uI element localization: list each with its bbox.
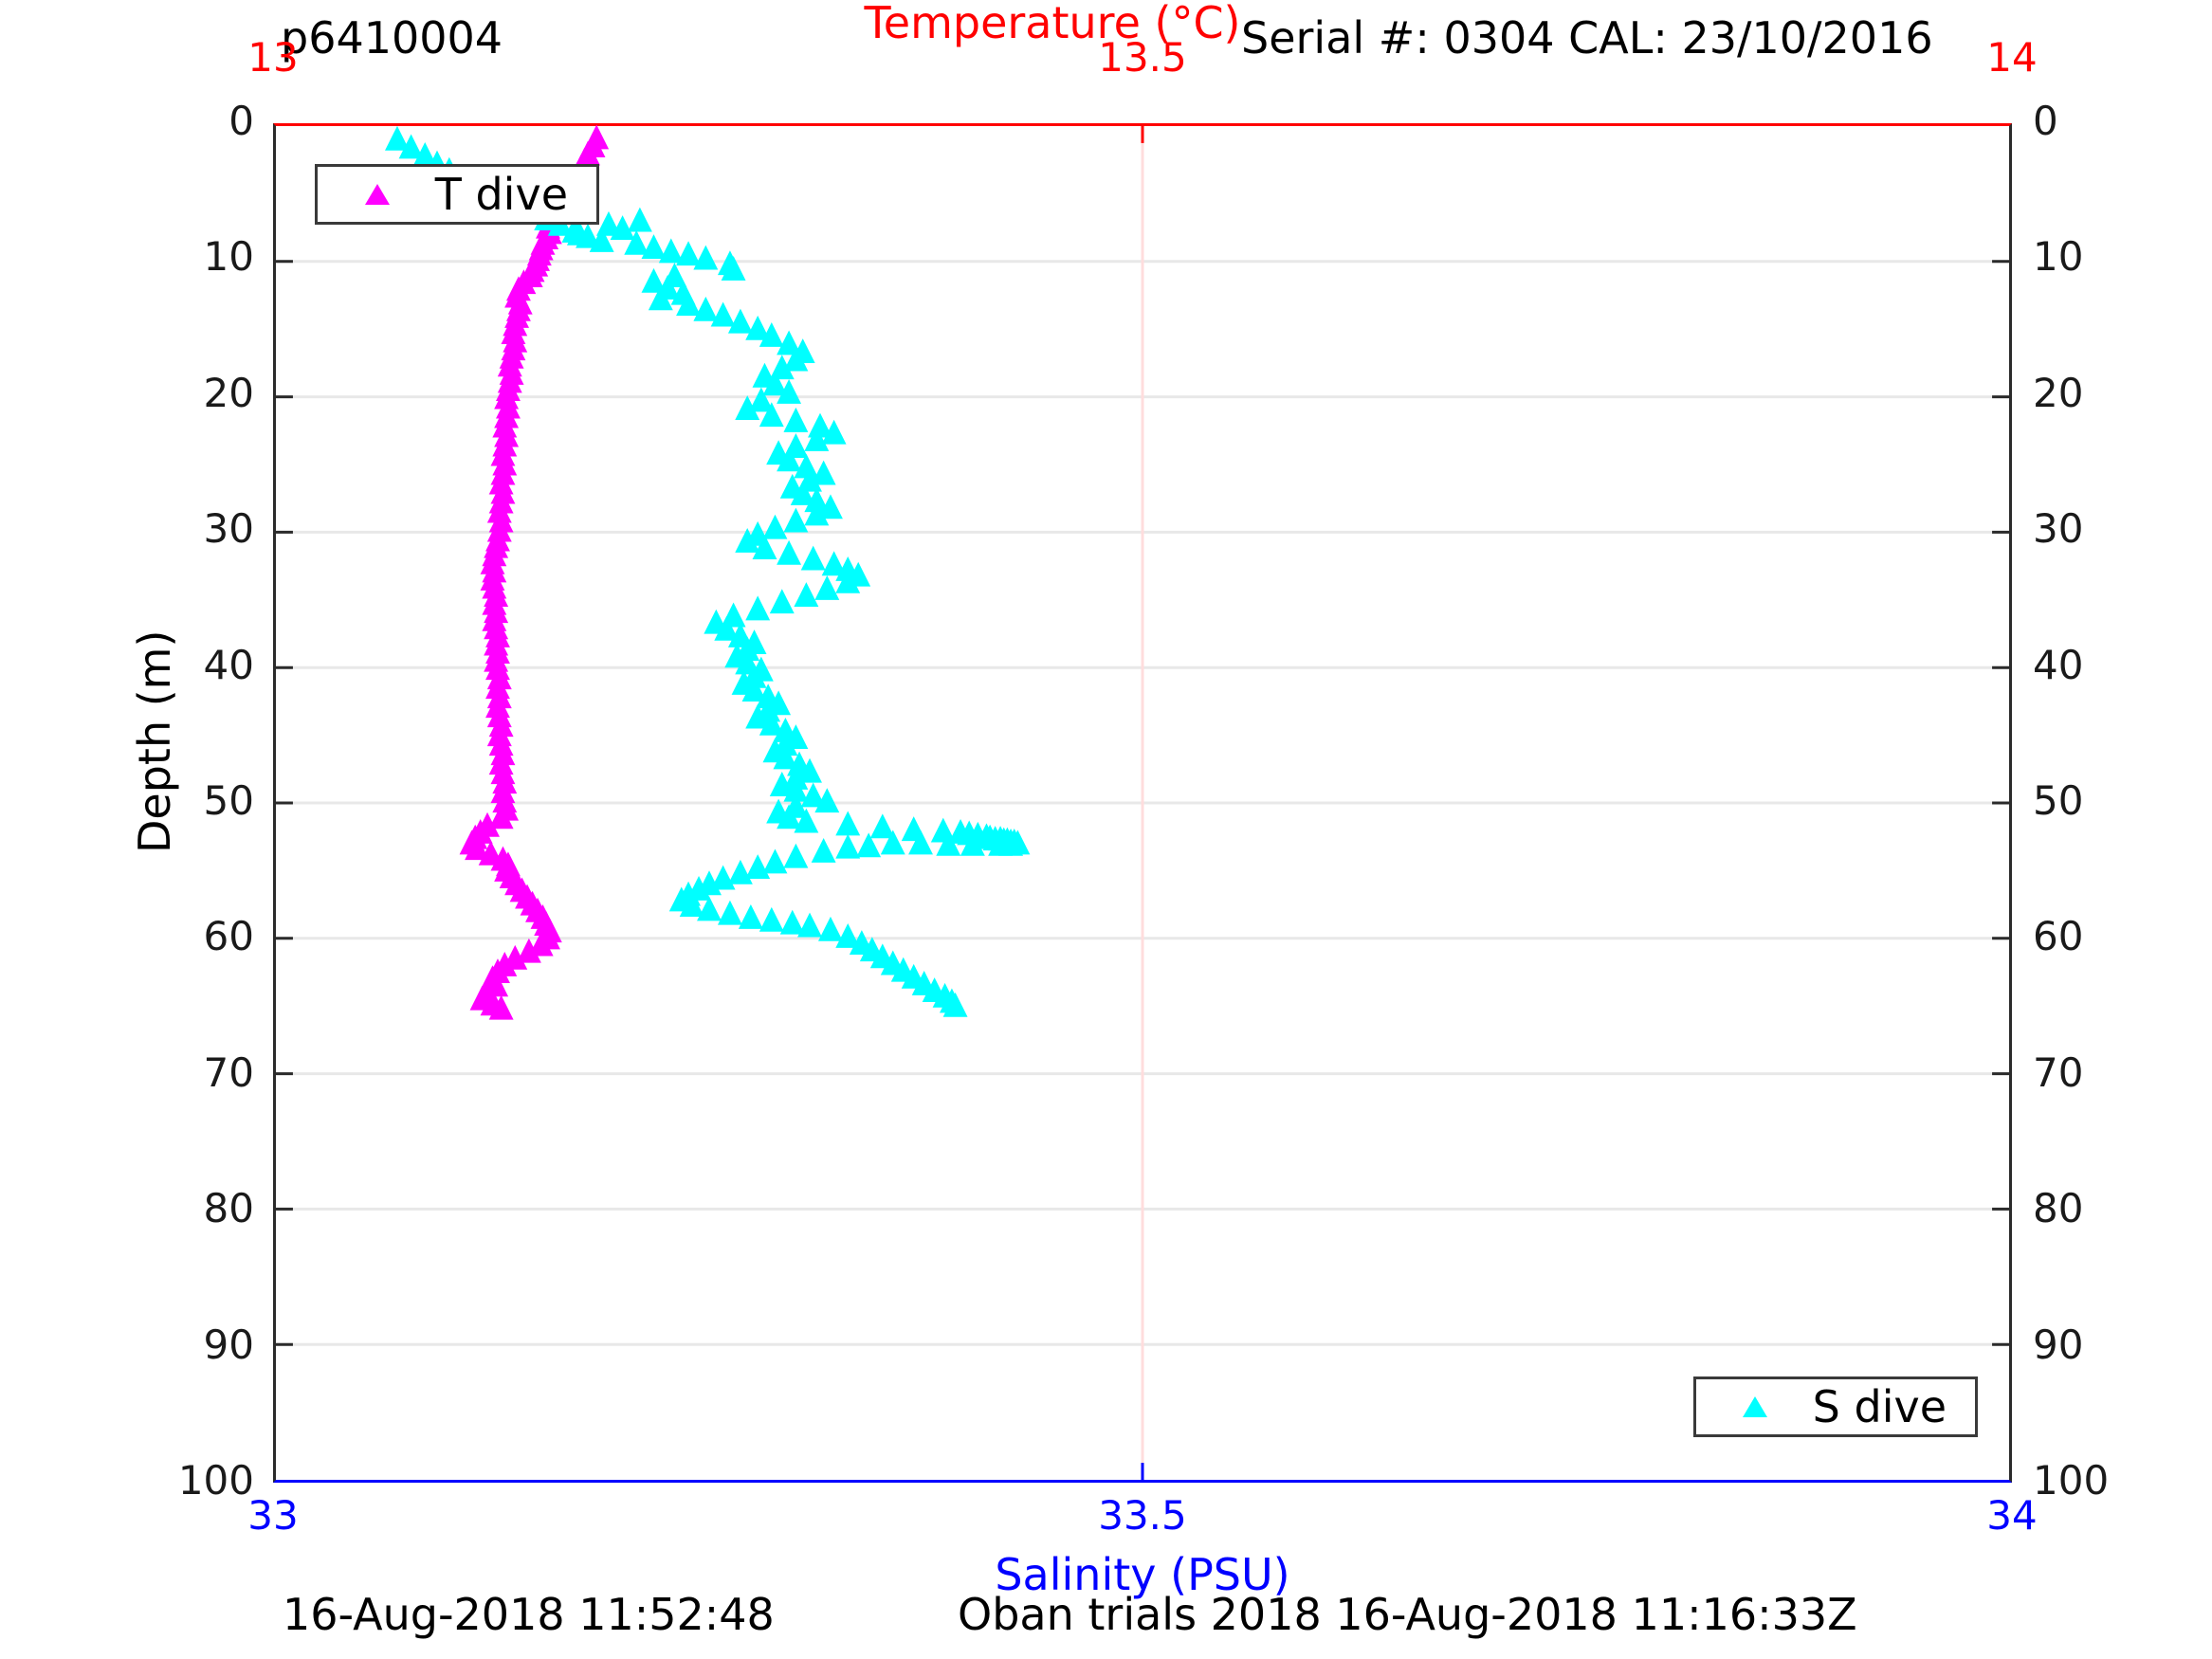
left-tick-40: 40 — [203, 641, 254, 688]
right-tick-10: 10 — [2033, 233, 2084, 281]
left-tick-10: 10 — [203, 233, 254, 281]
top-tick-13: 13 — [247, 34, 299, 81]
right-tick-0: 0 — [2033, 98, 2058, 144]
left-tick-50: 50 — [203, 777, 254, 824]
legend-t-dive-label: T dive — [434, 169, 568, 220]
left-tick-90: 90 — [203, 1321, 254, 1368]
left-tick-100: 100 — [177, 1457, 254, 1504]
legend-s-dive[interactable]: S dive — [1693, 1376, 1978, 1437]
left-tick-70: 70 — [203, 1048, 254, 1096]
left-tick-30: 30 — [203, 505, 254, 553]
footer-timestamp-left: 16-Aug-2018 11:52:48 — [283, 1589, 775, 1640]
series-s-dive — [385, 125, 1031, 1017]
top-axis-title: Temperature (°C) — [864, 0, 1241, 48]
bottom-axis-title: Salinity (PSU) — [995, 1549, 1290, 1600]
right-tick-70: 70 — [2033, 1048, 2084, 1096]
plot-area — [273, 123, 2012, 1483]
top-tick-14: 14 — [1986, 34, 2038, 81]
right-tick-40: 40 — [2033, 641, 2084, 688]
data-markers — [385, 124, 1031, 1020]
footer-trial-label: Oban trials 2018 16-Aug-2018 11:16:33Z — [958, 1589, 1857, 1640]
legend-t-dive[interactable]: T dive — [315, 164, 599, 225]
page-title: p6410004 — [281, 12, 503, 64]
right-tick-60: 60 — [2033, 913, 2084, 960]
right-tick-50: 50 — [2033, 777, 2084, 824]
bottom-tick-33: 33 — [247, 1492, 299, 1539]
left-tick-80: 80 — [203, 1185, 254, 1232]
series-t-dive — [459, 124, 610, 1020]
left-tick-0: 0 — [229, 98, 254, 144]
left-tick-60: 60 — [203, 913, 254, 960]
triangle-up-icon-cyan — [1736, 1395, 1775, 1419]
bottom-tick-34: 34 — [1986, 1492, 2038, 1539]
sensor-info-label: Serial #: 0304 CAL: 23/10/2016 — [1241, 12, 1933, 64]
right-tick-100: 100 — [2033, 1457, 2110, 1504]
top-tick-13-5: 13.5 — [1098, 34, 1187, 81]
legend-s-dive-label: S dive — [1812, 1381, 1947, 1432]
bottom-tick-33-5: 33.5 — [1098, 1492, 1187, 1539]
left-tick-20: 20 — [203, 369, 254, 416]
right-tick-90: 90 — [2033, 1321, 2084, 1368]
right-tick-80: 80 — [2033, 1185, 2084, 1232]
grid-lines — [276, 126, 2009, 1480]
right-tick-30: 30 — [2033, 505, 2084, 553]
triangle-up-icon-magenta — [357, 182, 397, 207]
right-tick-20: 20 — [2033, 369, 2084, 416]
